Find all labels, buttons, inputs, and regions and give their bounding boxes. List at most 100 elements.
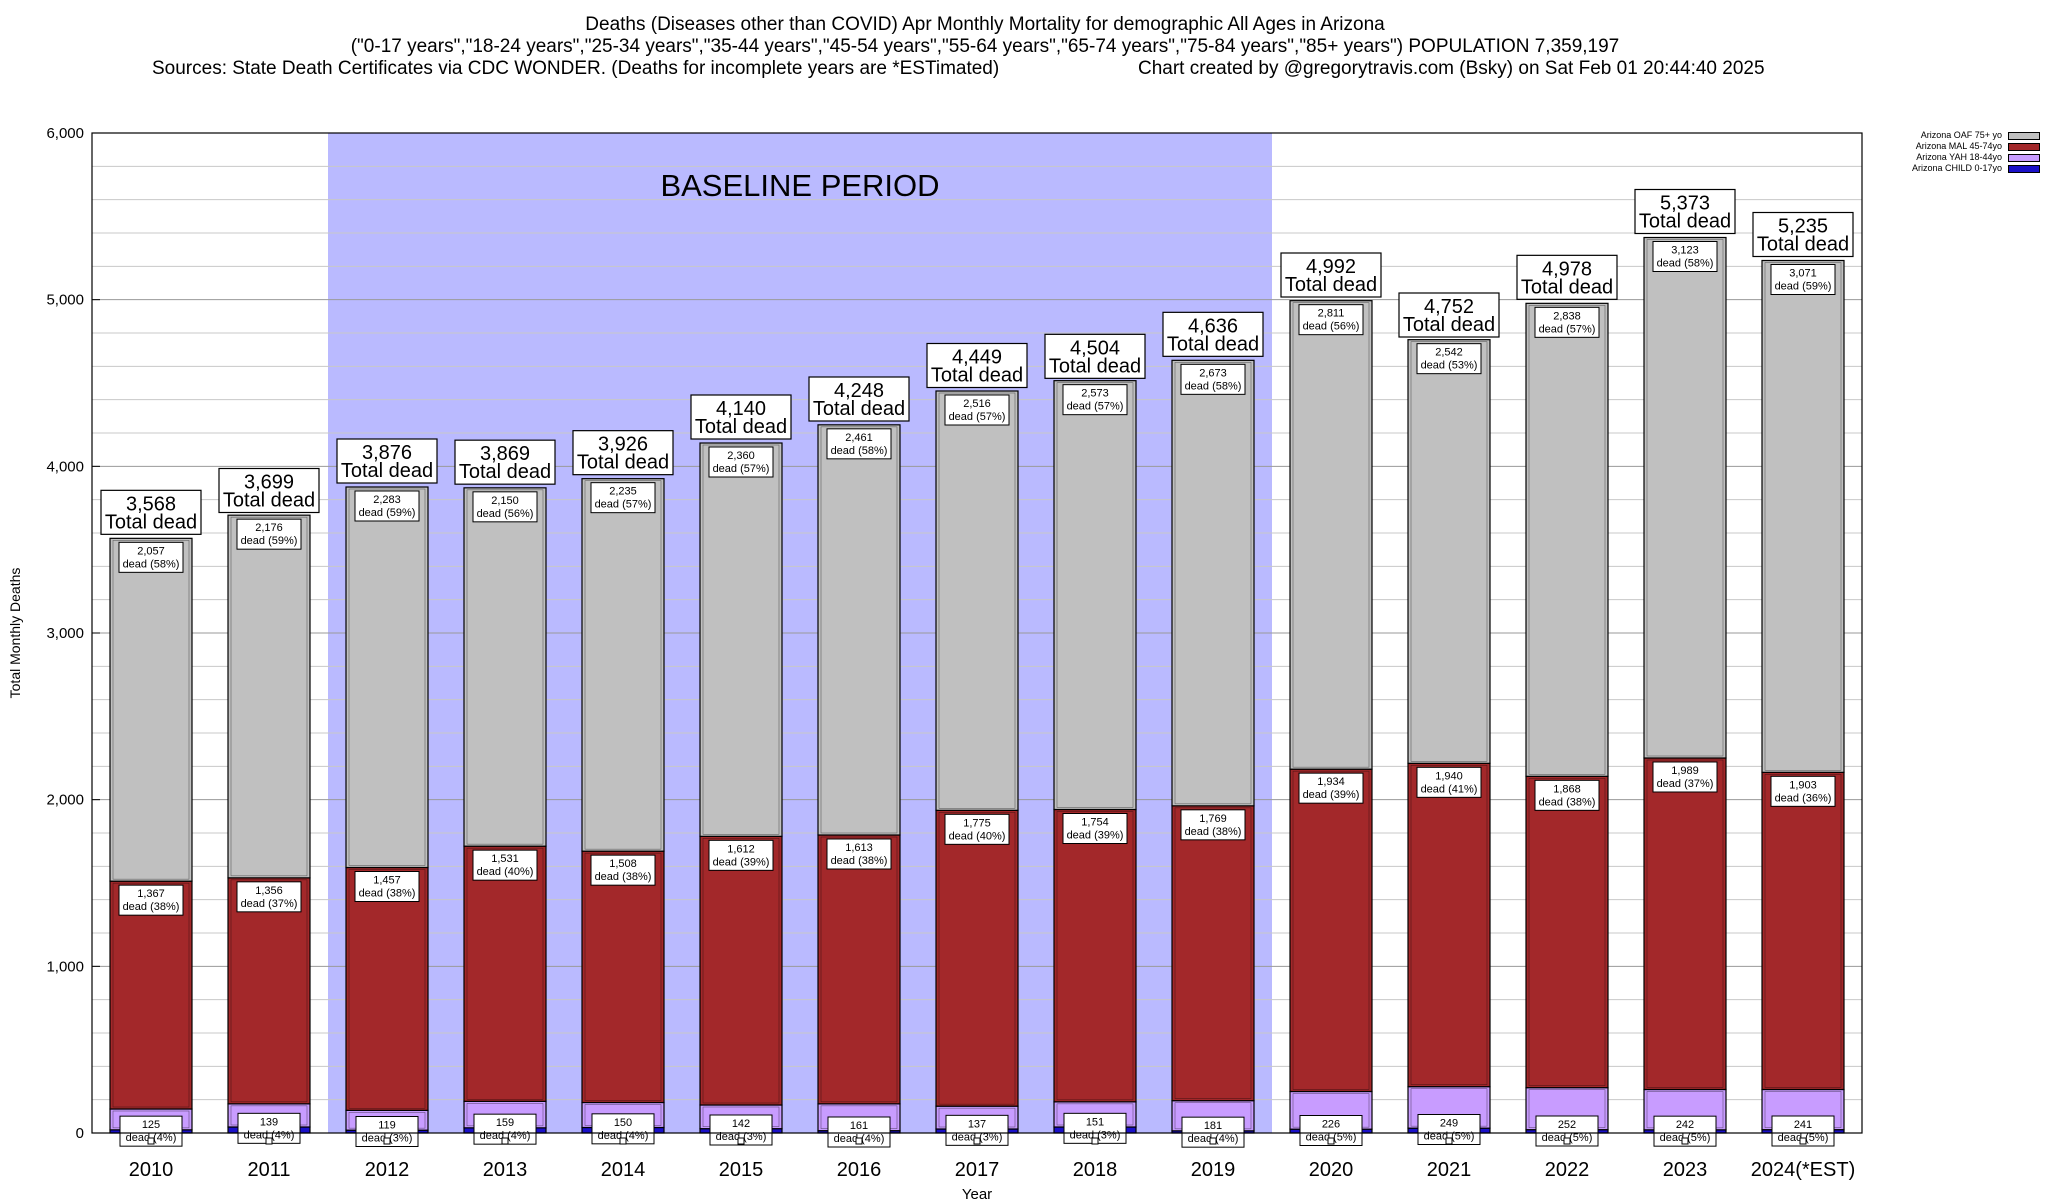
legend-swatch [2008,131,2040,140]
segment-value-label: 181 [1204,1120,1222,1132]
total-suffix-label: Total dead [1521,276,1613,298]
legend-swatch [2008,153,2040,162]
segment-label-box [354,871,420,902]
chart-subtitle: ("0-17 years","18-24 years","25-34 years… [350,36,1620,57]
total-suffix-label: Total dead [695,416,787,438]
total-value-label: 4,248 [834,380,884,402]
bar-segment-inner [230,516,308,877]
child-series-marker [1209,1137,1217,1145]
bar-segment-arizona-oaf-75-yo [345,486,429,869]
bar-segment-arizona-oaf-75-yo [1525,302,1609,777]
segment-value-label: 1,457 [373,875,401,887]
total-label-box [808,376,910,422]
segment-value-label: 1,367 [137,888,165,900]
bar-segment-inner [466,847,544,1100]
segment-value-label: 150 [614,1117,632,1129]
total-suffix-label: Total dead [577,452,669,474]
segment-label-box [1298,772,1364,804]
bar-segment-inner [938,812,1016,1105]
bar-segment-arizona-oaf-75-yo [817,424,901,836]
total-suffix-label: Total dead [223,490,315,512]
bar-segment-inner [230,879,308,1103]
total-label-box [1398,292,1500,338]
segment-label-box [1652,761,1718,793]
bar-segment-arizona-mal-45-74yo [1643,757,1727,1091]
bar-segment-arizona-mal-45-74yo [1053,808,1137,1103]
bar-segment-arizona-oaf-75-yo [699,442,783,837]
segment-value-label: 1,356 [255,885,283,897]
segment-label-box [1298,304,1364,336]
segment-label-box [472,491,538,523]
x-tick-label: 2021 [1427,1159,1472,1181]
child-series-marker [855,1137,863,1145]
segment-percent-label: dead (53%) [1421,360,1478,372]
bar-segment-inner [1410,765,1488,1085]
x-tick-label: 2018 [1073,1159,1118,1181]
segment-value-label: 2,838 [1553,310,1581,322]
bar-segment-inner [820,426,898,834]
segment-percent-label: dead (40%) [477,866,534,878]
child-series-marker [265,1137,273,1145]
bar-segment-inner [1764,774,1842,1088]
total-value-label: 4,504 [1070,337,1120,359]
baseline-period-label: BASELINE PERIOD [660,168,939,203]
segment-percent-label: dead (58%) [831,445,888,457]
segment-label-box [1180,809,1246,841]
bar-segment-inner [348,869,426,1109]
segment-value-label: 1,903 [1789,779,1817,791]
segment-percent-label: dead (57%) [1539,323,1596,335]
segment-percent-label: dead (39%) [1303,789,1360,801]
segment-label-box [236,881,302,913]
segment-value-label: 1,612 [727,843,755,855]
total-suffix-label: Total dead [459,461,551,483]
segment-percent-label: dead (38%) [123,901,180,913]
chart-source-line: Sources: State Death Certificates via CD… [0,58,1970,80]
segment-label-box [1416,766,1482,798]
bar-segment-inner [1056,382,1134,808]
segment-value-label: 2,461 [845,432,873,444]
segment-label-box [1534,779,1600,811]
x-tick-label: 2012 [365,1159,410,1181]
segment-value-label: 2,235 [609,486,637,498]
segment-label-box [1770,775,1836,807]
segment-percent-label: dead (4%) [244,1129,295,1141]
bar-segment-inner [1410,341,1488,762]
bar-segment-inner [938,392,1016,809]
bar-segment-arizona-oaf-75-yo [1289,300,1373,770]
bar-segment-arizona-oaf-75-yo [935,390,1019,811]
segment-percent-label: dead (36%) [1775,792,1832,804]
bar-segment-inner [466,489,544,845]
bar-segment-inner [112,882,190,1108]
segment-label-box [1062,813,1128,844]
x-tick-label: 2013 [483,1159,528,1181]
total-value-label: 5,235 [1778,216,1828,238]
legend-swatch [2008,142,2040,151]
total-value-label: 4,636 [1188,315,1238,337]
segment-percent-label: dead (58%) [123,558,180,570]
child-series-marker [1091,1137,1099,1145]
segment-value-label: 137 [968,1118,986,1130]
segment-percent-label: dead (56%) [477,508,534,520]
bar-segment-arizona-mal-45-74yo [463,845,547,1102]
y-tick-label: 5,000 [46,292,84,309]
segment-value-label: 2,283 [373,494,401,506]
x-tick-label: 2024(*EST) [1751,1159,1856,1181]
total-label-box [1044,333,1146,379]
chart-credit: Chart created by @gregorytravis.com (Bsk… [1138,58,1765,79]
segment-label-box [354,490,420,522]
bar-segment-arizona-mal-45-74yo [345,866,429,1111]
legend-swatch [2008,164,2040,173]
x-tick-label: 2010 [129,1159,174,1181]
child-series-marker [737,1137,745,1145]
bar-segment-inner [1528,778,1606,1086]
total-label-box [690,394,792,440]
bar-segment-inner [1056,811,1134,1101]
x-tick-label: 2011 [247,1159,290,1181]
segment-label-box [1416,343,1482,375]
total-suffix-label: Total dead [1167,333,1259,355]
segment-value-label: 125 [142,1119,160,1131]
bar-segment-inner [112,540,190,880]
bar-segment-arizona-mal-45-74yo [1407,762,1491,1088]
segment-percent-label: dead (39%) [1067,830,1124,842]
segment-value-label: 1,940 [1435,770,1463,782]
